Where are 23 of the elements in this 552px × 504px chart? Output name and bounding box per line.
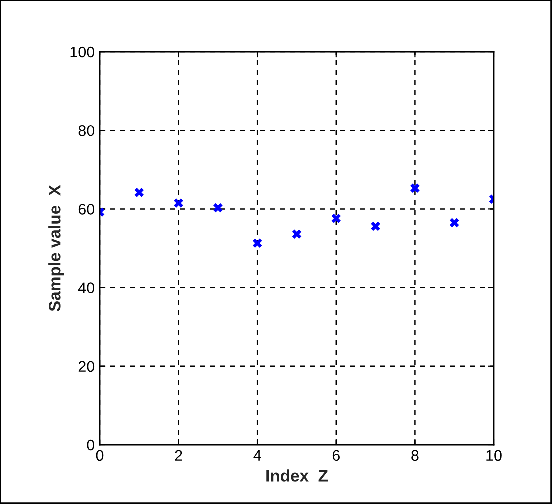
x-tick-label: 10: [486, 450, 502, 462]
y-tick-label: 60: [78, 204, 95, 215]
y-tick-label: 100: [70, 46, 95, 58]
y-tick-label: 80: [78, 125, 95, 136]
point: [332, 214, 342, 224]
point: [134, 188, 144, 198]
point: [371, 222, 380, 232]
x-tick-label: 0: [96, 450, 104, 462]
point: [410, 184, 420, 194]
point: [174, 198, 184, 208]
point: [450, 218, 460, 228]
point: [214, 203, 223, 213]
point: [292, 230, 302, 240]
y-tick-label: 0: [87, 440, 95, 451]
x-axis-title: Index Z: [266, 470, 328, 482]
x-tick-label: 8: [412, 450, 419, 462]
x-tick-label: 2: [175, 450, 182, 461]
x-tick-label: 4: [254, 450, 262, 461]
y-axis-title: Sample value X: [48, 185, 64, 312]
point: [252, 238, 262, 248]
x-tick-label: 6: [332, 450, 340, 462]
y-tick-label: 40: [78, 282, 95, 294]
y-tick-label: 20: [78, 361, 95, 372]
